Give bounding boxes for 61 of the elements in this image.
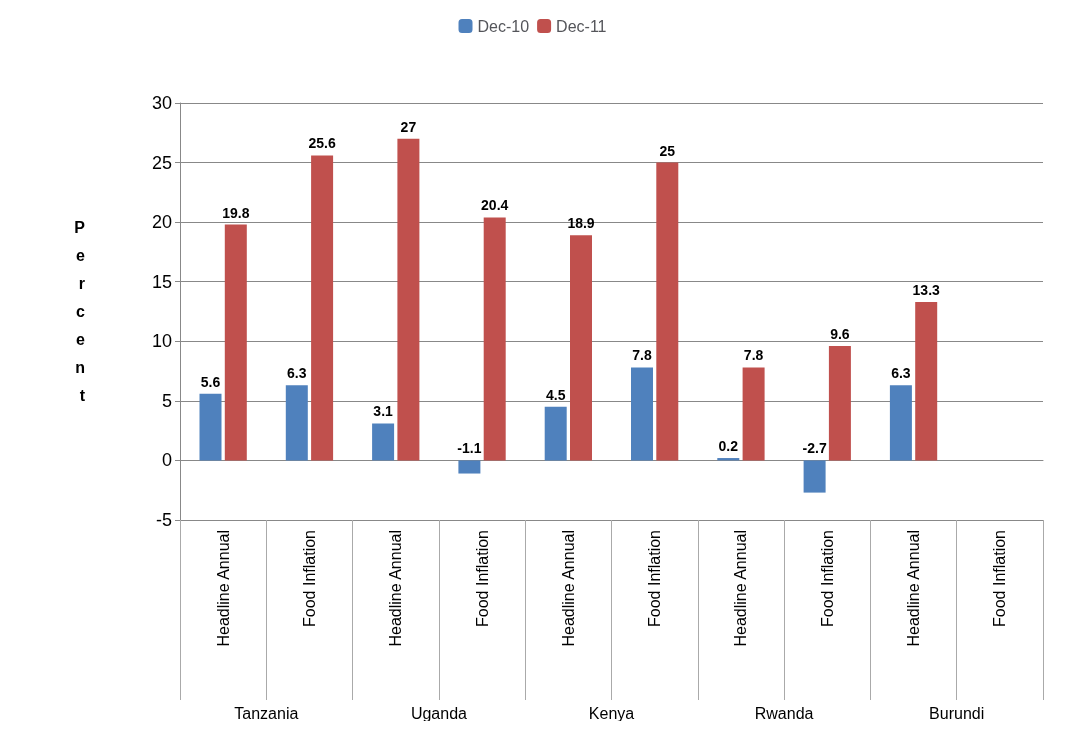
- bar: [397, 138, 420, 461]
- data-label: 25: [659, 142, 676, 159]
- data-label: 27: [400, 118, 417, 135]
- bar: [285, 385, 308, 461]
- x-tick-label: Food Inflation: [473, 530, 491, 627]
- x-tick-label: Headline Annual: [905, 530, 923, 647]
- y-tick-label: 15: [151, 271, 172, 292]
- bar: [828, 346, 851, 461]
- text: Kenya: [588, 704, 635, 722]
- bar: [544, 406, 567, 461]
- data-label: 18.9: [567, 215, 595, 232]
- data-label: 3.1: [373, 403, 394, 420]
- data-label: 0.2: [718, 438, 739, 455]
- bar: [199, 393, 222, 461]
- data-label: 6.3: [891, 365, 911, 382]
- legend-label: Dec-11: [556, 17, 607, 35]
- x-tick-label: Headline Annual: [559, 530, 577, 647]
- x-tick-label: Food Inflation: [818, 530, 836, 627]
- data-label: 20.4: [481, 197, 509, 214]
- y-tick-label: 0: [161, 450, 172, 471]
- data-label: 4.5: [545, 386, 566, 403]
- data-label: 13.3: [912, 281, 941, 298]
- data-label: 6.3: [287, 365, 307, 382]
- bar: [742, 367, 765, 461]
- x-tick-label: Food Inflation: [300, 530, 318, 627]
- bar: [483, 217, 506, 461]
- text: Uganda: [410, 704, 468, 722]
- data-label: 19.8: [222, 204, 250, 221]
- x-tick-label: Headline Annual: [214, 530, 232, 647]
- bar: [224, 224, 247, 461]
- x-tick-label: Food Inflation: [646, 530, 664, 627]
- y-tick-label: -5: [155, 510, 172, 530]
- bar: [889, 385, 912, 461]
- y-tick-label: 30: [151, 93, 172, 113]
- data-label: -1.1: [457, 440, 482, 457]
- y-axis-title: Percent: [74, 219, 86, 404]
- bar: [915, 301, 938, 461]
- data-label: 9.6: [830, 326, 850, 343]
- text: Tanzania: [234, 704, 299, 722]
- bar: [570, 235, 592, 461]
- y-tick-label: 20: [151, 212, 172, 233]
- bar: [372, 423, 395, 461]
- bar: [656, 162, 679, 461]
- x-tick-label: Headline Annual: [387, 530, 405, 647]
- x-tick-label: Headline Annual: [732, 530, 750, 647]
- data-label: 7.8: [743, 347, 764, 364]
- y-tick-label: 25: [151, 152, 172, 173]
- data-label: -2.7: [802, 440, 827, 457]
- legend-label: Dec-10: [477, 17, 530, 35]
- bar: [458, 460, 481, 474]
- y-tick-label: 10: [151, 331, 172, 352]
- text: Burundi: [929, 704, 985, 722]
- bar: [311, 155, 334, 461]
- data-label: 7.8: [632, 347, 652, 364]
- data-label: 5.6: [200, 373, 221, 390]
- text: Rwanda: [754, 704, 814, 722]
- data-label: 25.6: [308, 135, 336, 152]
- bar: [803, 460, 826, 493]
- y-tick-label: 5: [161, 390, 172, 411]
- x-tick-label: Food Inflation: [991, 530, 1009, 627]
- bar: [631, 367, 653, 461]
